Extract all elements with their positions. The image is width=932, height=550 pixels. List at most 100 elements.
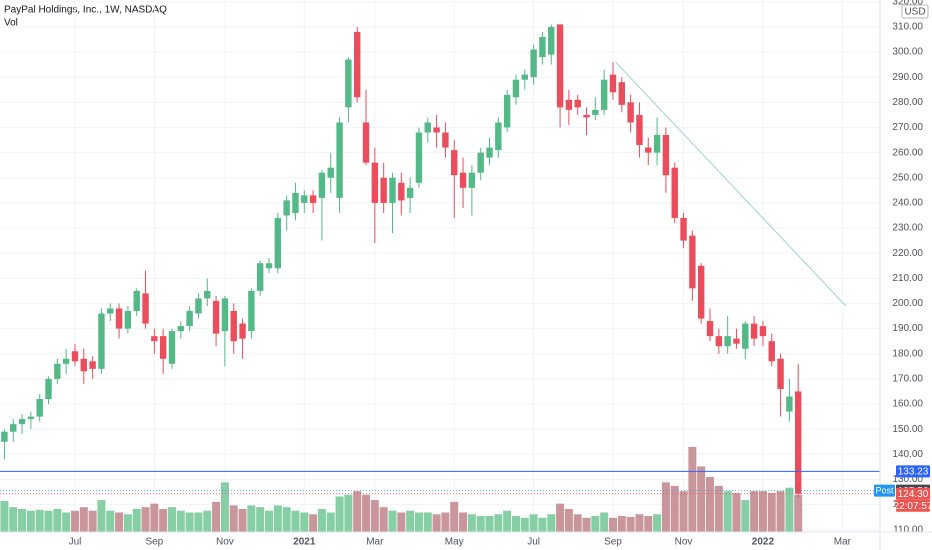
candle-body [424,122,431,133]
volume-bar [503,510,512,532]
candle-body [556,24,564,108]
volume-bar [538,517,547,532]
volume-bar [494,514,503,532]
candle-body [309,195,317,203]
candle-body [195,298,202,314]
post-tag [874,484,895,497]
volume-bar [423,512,432,532]
volume-bar [635,514,644,532]
volume-bar [26,510,35,532]
candle-body [10,424,17,432]
volume-bar [723,491,732,532]
candle-body [715,336,723,347]
volume-bar [265,510,274,532]
candle-body [742,323,749,349]
volume-bar [644,516,653,532]
volume-bar [97,500,106,532]
y-tick-label: 190.00 [892,323,923,334]
volume-bar [794,494,803,532]
currency-box [901,4,929,19]
x-tick-label: Jul [69,537,82,548]
candle-body [398,182,405,201]
x-tick-label: 2021 [293,537,316,548]
candle-body [459,172,467,188]
volume-bar [697,466,706,532]
candle-body [415,132,423,183]
candle-body [292,192,299,213]
volume-bar [238,508,247,532]
volume-bar [344,494,353,532]
candle-body [433,127,440,133]
volume-bar [291,510,300,532]
volume-bar [459,512,468,532]
candle-body [177,326,185,332]
volume-bar [573,514,582,532]
volume-bar [44,510,53,532]
candle-body [274,217,282,269]
volume-bar [35,509,44,532]
candle-body [662,135,670,176]
candle-body [248,290,255,332]
candle-body [512,79,520,98]
candle-body [239,323,246,339]
candle-body [442,132,449,148]
candle-body [168,331,176,364]
candles [1,24,802,498]
candle-body [786,396,793,412]
volume-bar [767,492,776,532]
volume-bar [141,507,150,532]
candle-body [451,150,458,176]
volume-bar [432,514,441,532]
volume-bar [679,491,688,532]
x-tick-label: Jul [527,537,540,548]
price-tag-label: 124.30 [898,489,929,500]
volume-bar [511,516,520,532]
candle-body [724,336,731,347]
x-tick-label: Sep [145,537,163,548]
trendline [615,61,847,307]
y-tick-label: 300.00 [892,47,923,58]
candle-body [750,323,758,339]
candle-body [689,235,696,289]
candle-body [680,217,687,241]
x-tick-label: Mar [834,537,852,548]
volume-bar [582,517,591,532]
candle-body [697,265,705,319]
volume-bar [115,512,124,532]
candle-body [221,298,229,332]
volume-bar [670,485,679,532]
candle-body [362,122,370,163]
candle-body [45,378,52,399]
candle-body [318,172,326,198]
volume-bar [273,505,282,532]
candle-body [468,172,476,188]
candle-body [204,290,211,299]
candle-body [1,431,8,442]
volume-bar [203,510,212,532]
y-tick-label: 240.00 [892,198,923,209]
y-tick-label: 210.00 [892,273,923,284]
volume-bar [608,517,617,532]
volume-bar [256,507,265,532]
candle-body [265,263,273,269]
y-tick-label: 270.00 [892,122,923,133]
x-tick-label: Mar [366,537,384,548]
volume-bar [591,516,600,532]
candle-body [124,311,132,329]
candle-body [142,293,149,324]
grid [0,0,880,532]
candle-body [115,308,123,329]
post-tag-label: Post [875,485,894,495]
volume-bar [758,491,767,532]
volume-bar [467,514,476,532]
volume-bar [282,507,291,532]
candle-body [565,99,573,110]
candle-body [795,391,802,494]
y-tick-label: 260.00 [892,147,923,158]
candle-body [62,358,70,364]
volume-bar [106,510,115,532]
candle-body [548,26,555,55]
candle-body [256,263,264,291]
volume-bar [326,512,335,532]
